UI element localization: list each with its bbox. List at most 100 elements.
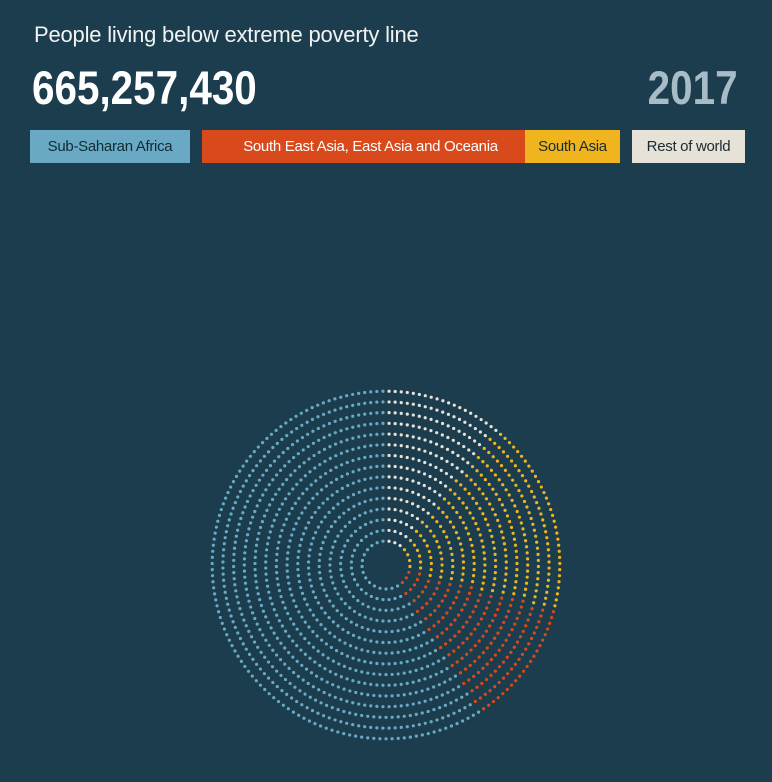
dot-south-east-asia-east-asia-and-oceania xyxy=(476,622,480,626)
dot-sub-saharan-africa xyxy=(299,632,303,636)
dot-south-asia xyxy=(457,496,461,500)
dot-south-asia xyxy=(431,515,435,519)
dot-south-east-asia-east-asia-and-oceania xyxy=(532,654,536,658)
dot-rest-of-world xyxy=(428,463,432,467)
dot-south-asia xyxy=(557,580,561,584)
dot-south-east-asia-east-asia-and-oceania xyxy=(550,615,554,620)
dot-south-east-asia-east-asia-and-oceania xyxy=(473,659,477,663)
dot-sub-saharan-africa xyxy=(454,698,459,702)
dot-south-asia xyxy=(542,524,546,528)
dot-sub-saharan-africa xyxy=(410,612,414,617)
dot-sub-saharan-africa xyxy=(247,474,252,478)
dot-sub-saharan-africa xyxy=(258,683,263,687)
dot-south-east-asia-east-asia-and-oceania xyxy=(481,666,485,670)
dot-south-east-asia-east-asia-and-oceania xyxy=(493,636,497,640)
dot-sub-saharan-africa xyxy=(357,413,361,417)
dot-sub-saharan-africa xyxy=(258,459,263,463)
dot-rest-of-world xyxy=(422,495,426,499)
dot-sub-saharan-africa xyxy=(357,680,361,684)
dot-south-east-asia-east-asia-and-oceania xyxy=(489,658,494,662)
dot-sub-saharan-africa xyxy=(311,613,316,617)
dot-sub-saharan-africa xyxy=(345,699,349,703)
dot-sub-saharan-africa xyxy=(363,434,367,438)
dot-sub-saharan-africa xyxy=(304,526,308,530)
dot-rest-of-world xyxy=(462,444,466,449)
dot-sub-saharan-africa xyxy=(247,599,251,603)
dot-sub-saharan-africa xyxy=(365,548,370,552)
dot-sub-saharan-africa xyxy=(375,497,379,501)
dot-sub-saharan-africa xyxy=(290,430,294,434)
dot-rest-of-world xyxy=(405,511,409,515)
dot-south-east-asia-east-asia-and-oceania xyxy=(521,599,525,603)
dot-south-asia xyxy=(552,519,556,523)
dot-sub-saharan-africa xyxy=(263,687,267,692)
dot-sub-saharan-africa xyxy=(256,445,260,449)
dot-south-asia xyxy=(521,527,525,531)
dot-sub-saharan-africa xyxy=(352,516,357,521)
dot-sub-saharan-africa xyxy=(284,421,288,425)
dot-rest-of-world xyxy=(438,493,442,497)
dot-sub-saharan-africa xyxy=(307,641,311,645)
dot-south-east-asia-east-asia-and-oceania xyxy=(524,647,528,651)
dot-south-asia xyxy=(508,520,512,524)
dot-south-east-asia-east-asia-and-oceania xyxy=(519,605,523,609)
dot-sub-saharan-africa xyxy=(310,709,315,713)
dot-sub-saharan-africa xyxy=(301,492,305,496)
dot-sub-saharan-africa xyxy=(315,618,319,622)
dot-sub-saharan-africa xyxy=(390,694,394,698)
dot-sub-saharan-africa xyxy=(303,506,307,510)
dot-sub-saharan-africa xyxy=(420,689,424,693)
dot-south-asia xyxy=(546,578,550,582)
dot-sub-saharan-africa xyxy=(287,666,291,670)
dot-south-east-asia-east-asia-and-oceania xyxy=(532,631,536,635)
dot-sub-saharan-africa xyxy=(328,456,332,460)
dot-sub-saharan-africa xyxy=(414,646,418,650)
dot-south-east-asia-east-asia-and-oceania xyxy=(447,653,451,657)
dot-sub-saharan-africa xyxy=(369,454,373,459)
dot-sub-saharan-africa xyxy=(222,578,226,582)
dot-sub-saharan-africa xyxy=(303,620,307,624)
dot-sub-saharan-africa xyxy=(420,666,424,671)
dot-sub-saharan-africa xyxy=(210,574,215,578)
dot-sub-saharan-africa xyxy=(298,543,302,547)
dot-south-asia xyxy=(461,501,465,505)
dot-sub-saharan-africa xyxy=(438,728,442,732)
dot-sub-saharan-africa xyxy=(272,518,276,522)
dot-south-asia xyxy=(455,510,459,515)
dot-south-east-asia-east-asia-and-oceania xyxy=(472,674,476,678)
dot-sub-saharan-africa xyxy=(357,490,361,494)
dot-south-east-asia-east-asia-and-oceania xyxy=(545,627,550,631)
dot-south-east-asia-east-asia-and-oceania xyxy=(445,611,449,615)
dot-south-asia xyxy=(417,554,422,558)
dot-rest-of-world xyxy=(417,470,421,474)
dot-sub-saharan-africa xyxy=(378,608,382,612)
dot-south-asia xyxy=(488,528,492,533)
dot-sub-saharan-africa xyxy=(402,714,406,718)
dot-sub-saharan-africa xyxy=(238,469,242,473)
dot-sub-saharan-africa xyxy=(341,498,345,503)
dot-south-asia xyxy=(547,572,551,576)
dot-sub-saharan-africa xyxy=(267,692,271,696)
dot-south-east-asia-east-asia-and-oceania xyxy=(529,659,533,664)
dot-sub-saharan-africa xyxy=(363,660,367,664)
dot-sub-saharan-africa xyxy=(253,567,257,572)
dot-sub-saharan-africa xyxy=(287,651,291,655)
dot-south-east-asia-east-asia-and-oceania xyxy=(484,629,489,633)
dot-south-east-asia-east-asia-and-oceania xyxy=(400,580,405,585)
dot-south-asia xyxy=(522,593,527,597)
dot-rest-of-world xyxy=(433,477,438,481)
dot-sub-saharan-africa xyxy=(219,507,223,512)
dot-rest-of-world xyxy=(399,465,403,469)
dot-sub-saharan-africa xyxy=(425,664,430,669)
dot-sub-saharan-africa xyxy=(288,539,292,543)
dot-sub-saharan-africa xyxy=(312,453,316,458)
dot-sub-saharan-africa xyxy=(435,718,439,722)
dot-south-asia xyxy=(406,553,410,557)
dot-sub-saharan-africa xyxy=(336,685,340,689)
dot-sub-saharan-africa xyxy=(229,512,233,516)
dot-south-asia xyxy=(425,544,429,548)
dot-south-asia xyxy=(507,441,512,445)
dot-sub-saharan-africa xyxy=(259,603,264,608)
dot-sub-saharan-africa xyxy=(408,713,412,718)
dot-sub-saharan-africa xyxy=(363,444,367,449)
